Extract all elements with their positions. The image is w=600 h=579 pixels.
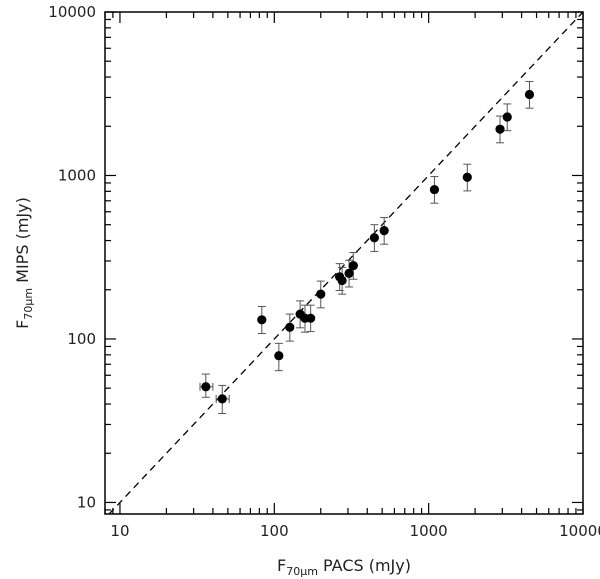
y-axis-label-main: F bbox=[13, 320, 32, 329]
data-point bbox=[379, 226, 389, 236]
data-point bbox=[274, 351, 284, 361]
data-point bbox=[201, 382, 211, 392]
x-tick-label: 10000 bbox=[559, 522, 600, 540]
x-axis-label: F70μm PACS (mJy) bbox=[277, 556, 411, 578]
plot-frame bbox=[104, 11, 584, 515]
one-to-one-reference-line bbox=[108, 11, 584, 515]
y-tick-label: 1000 bbox=[58, 166, 96, 184]
axis-tick-layer: 10 100 1000 10000 10 100 1000 10000 bbox=[48, 3, 600, 540]
data-point bbox=[285, 322, 295, 332]
y-tick-label: 100 bbox=[67, 330, 96, 348]
x-axis-label-rest: PACS (mJy) bbox=[318, 556, 411, 575]
x-axis-label-main: F bbox=[277, 556, 286, 575]
data-point-layer bbox=[201, 89, 535, 404]
data-point bbox=[348, 261, 358, 271]
data-point bbox=[217, 394, 227, 404]
y-tick-label: 10 bbox=[77, 493, 96, 511]
x-axis-label-subscript: 70μm bbox=[286, 565, 318, 578]
data-point bbox=[502, 112, 512, 122]
x-tick-label: 100 bbox=[260, 522, 289, 540]
y-axis-label-subscript: 70μm bbox=[22, 288, 35, 320]
data-point bbox=[369, 233, 379, 243]
error-bar-layer bbox=[199, 80, 534, 415]
data-point bbox=[316, 289, 326, 299]
reference-line-layer bbox=[108, 11, 584, 515]
x-tick-label: 10 bbox=[110, 522, 129, 540]
data-point bbox=[524, 89, 535, 100]
y-tick-label: 10000 bbox=[48, 3, 96, 21]
data-point bbox=[306, 313, 316, 323]
data-point bbox=[337, 275, 347, 286]
data-point bbox=[429, 184, 440, 195]
data-point bbox=[257, 315, 267, 325]
y-axis-label-rest: MIPS (mJy) bbox=[13, 197, 32, 288]
data-point bbox=[462, 172, 472, 182]
data-point bbox=[344, 268, 354, 278]
data-point bbox=[495, 124, 505, 134]
x-tick-label: 1000 bbox=[410, 522, 448, 540]
y-axis-label: F70μm MIPS (mJy) bbox=[13, 197, 35, 329]
